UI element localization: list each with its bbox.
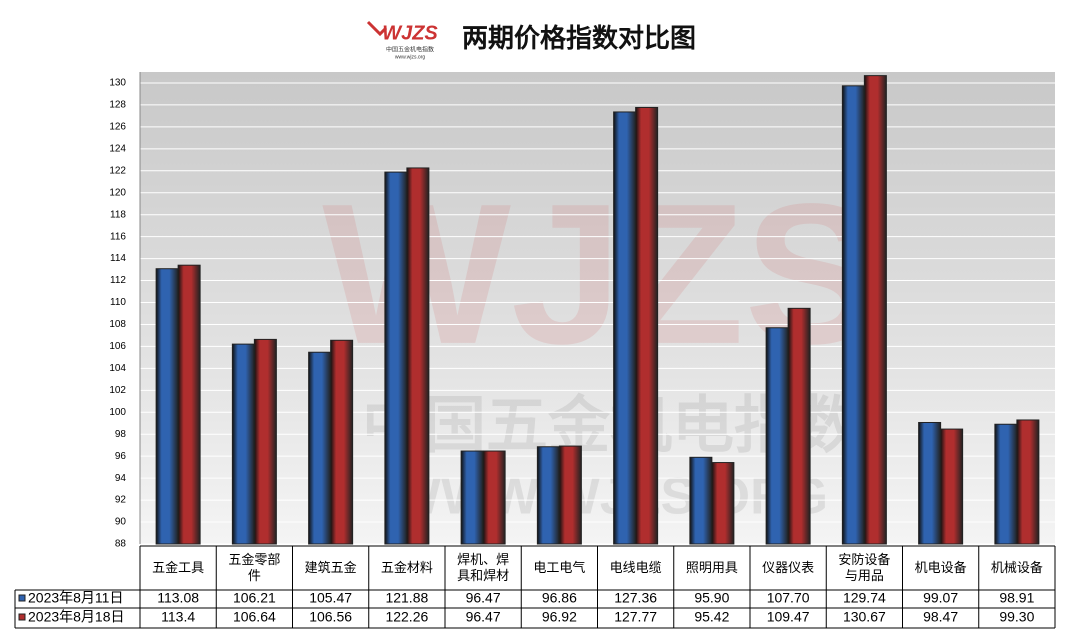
bar xyxy=(177,264,201,545)
y-tick-label: 130 xyxy=(109,78,126,89)
bar xyxy=(231,343,255,545)
x-tick-label: 电线电缆 xyxy=(609,560,662,575)
bar xyxy=(841,85,865,545)
y-tick-label: 118 xyxy=(110,209,126,220)
bar xyxy=(482,450,506,545)
logo-sub: 中国五金机电指数 xyxy=(386,46,434,54)
table-value: 130.67 xyxy=(843,609,886,625)
bar xyxy=(765,327,789,545)
x-tick-label: 照明用具 xyxy=(685,560,738,575)
y-tick-label: 92 xyxy=(115,495,127,506)
x-tick-label: 五金工具 xyxy=(152,560,205,575)
table-value: 95.42 xyxy=(694,609,729,625)
table-value: 121.88 xyxy=(385,590,428,606)
watermark: WWW.WJZS.ORG xyxy=(392,468,828,526)
table-value: 106.56 xyxy=(309,609,352,625)
y-tick-label: 128 xyxy=(109,100,126,111)
table-value: 129.74 xyxy=(843,590,886,606)
legend-swatch xyxy=(18,594,26,602)
x-tick-label: 机械设备 xyxy=(990,560,1043,575)
table-value: 99.30 xyxy=(999,609,1034,625)
y-tick-label: 116 xyxy=(110,231,126,242)
bar xyxy=(635,106,659,545)
bar xyxy=(918,421,942,545)
table-value: 122.26 xyxy=(385,609,428,625)
bar xyxy=(1016,419,1040,545)
y-tick-label: 122 xyxy=(109,165,126,176)
bar xyxy=(155,268,179,545)
bar xyxy=(536,446,560,545)
bar xyxy=(940,428,964,545)
table-value: 96.47 xyxy=(466,609,501,625)
y-tick-label: 126 xyxy=(109,122,126,133)
table-value: 113.08 xyxy=(157,590,199,606)
table-value: 96.47 xyxy=(466,590,501,606)
x-tick-label: 安防设备与用品 xyxy=(838,552,891,583)
x-tick-label: 建筑五金 xyxy=(304,560,357,575)
table-value: 107.70 xyxy=(767,590,810,606)
logo-url: www.wjzs.org xyxy=(395,54,426,60)
y-tick-label: 90 xyxy=(115,517,127,528)
legend-label: 2023年8月18日 xyxy=(28,609,125,625)
table-value: 127.77 xyxy=(614,609,657,625)
bar xyxy=(406,167,430,545)
table-value: 98.91 xyxy=(999,590,1034,606)
y-tick-label: 120 xyxy=(109,187,126,198)
table-value: 105.47 xyxy=(309,590,352,606)
logo-arrow xyxy=(366,20,388,37)
table-value: 95.90 xyxy=(694,590,729,606)
x-tick-label: 电工电气 xyxy=(533,560,586,575)
legend-swatch xyxy=(18,613,26,621)
x-tick-label: 五金材料 xyxy=(380,560,433,575)
bar xyxy=(787,307,811,545)
chart-title: 两期价格指数对比图 xyxy=(462,23,696,53)
y-tick-label: 108 xyxy=(109,319,126,330)
bar xyxy=(384,171,408,545)
y-tick-label: 106 xyxy=(109,341,126,352)
plot-area xyxy=(140,72,1055,544)
y-tick-label: 110 xyxy=(110,297,126,308)
x-tick-label: 五金零部件 xyxy=(228,552,281,583)
table-value: 106.21 xyxy=(233,590,276,606)
table-value: 106.64 xyxy=(233,609,276,625)
bar xyxy=(558,445,582,545)
x-tick-label: 焊机、焊具和焊材 xyxy=(457,552,510,583)
table-value: 96.92 xyxy=(542,609,577,625)
y-tick-label: 100 xyxy=(109,407,126,418)
table-value: 113.4 xyxy=(161,609,195,625)
bar xyxy=(711,462,735,545)
table-value: 127.36 xyxy=(614,590,657,606)
y-tick-label: 96 xyxy=(115,451,127,462)
y-tick-label: 114 xyxy=(110,253,126,264)
y-tick-label: 104 xyxy=(109,363,126,374)
bar xyxy=(308,351,332,545)
bar xyxy=(253,338,277,545)
logo: WJZS xyxy=(382,22,438,44)
legend-label: 2023年8月11日 xyxy=(28,590,123,606)
table-value: 98.47 xyxy=(923,609,958,625)
y-tick-label: 112 xyxy=(110,275,126,286)
y-tick-label: 98 xyxy=(115,429,127,440)
bar xyxy=(863,75,887,545)
y-tick-label: 88 xyxy=(115,539,127,550)
table-value: 109.47 xyxy=(767,609,810,625)
table-value: 96.86 xyxy=(542,590,577,606)
x-tick-label: 机电设备 xyxy=(914,560,967,575)
table-value: 99.07 xyxy=(923,590,958,606)
y-tick-label: 124 xyxy=(109,143,126,154)
bar xyxy=(994,423,1018,545)
x-tick-label: 仪器仪表 xyxy=(762,560,815,575)
bar xyxy=(330,339,354,545)
y-tick-label: 102 xyxy=(109,385,126,396)
bar xyxy=(689,456,713,545)
bar xyxy=(460,450,484,545)
y-tick-label: 94 xyxy=(115,473,127,484)
bar xyxy=(613,111,637,545)
